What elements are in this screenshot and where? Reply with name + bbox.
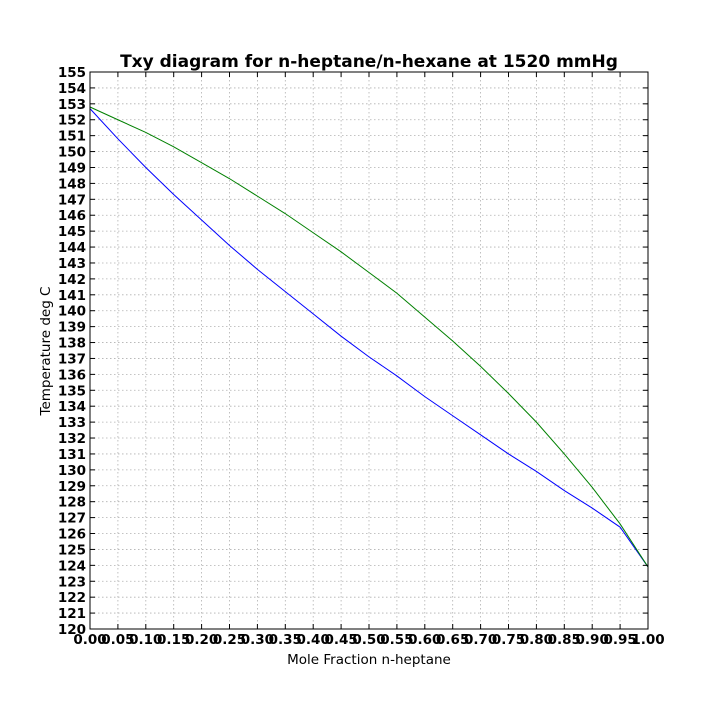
x-tick-label: 0.95 [603,632,636,648]
y-tick-label: 148 [58,176,86,192]
x-tick-label: 1.00 [631,632,664,648]
y-tick-label: 128 [58,495,86,511]
x-tick-label: 0.05 [101,632,134,648]
y-tick-label: 142 [58,272,86,288]
y-tick-label: 120 [58,622,86,638]
x-tick-label: 0.35 [269,632,302,648]
y-tick-label: 131 [58,447,86,463]
x-tick-label: 0.85 [548,632,581,648]
x-axis-label: Mole Fraction n-heptane [287,652,451,668]
x-tick-label: 0.50 [352,632,385,648]
x-tick-label: 0.75 [492,632,525,648]
y-tick-label: 122 [58,590,86,606]
y-axis-label: Temperature deg C [38,287,54,417]
y-tick-label: 147 [58,192,86,208]
y-tick-label: 149 [58,160,86,176]
y-tick-label: 127 [58,511,86,527]
y-tick-label: 143 [58,256,86,272]
x-tick-label: 0.00 [73,632,106,648]
x-tick-label: 0.25 [213,632,246,648]
series-liquid-line [89,108,649,568]
y-tick-label: 133 [58,415,86,431]
y-axis: 1201211221231241251261271281291301311321… [58,65,648,638]
y-tick-label: 125 [58,542,86,558]
y-tick-label: 138 [58,336,86,352]
x-tick-label: 0.15 [157,632,190,648]
series-vapor-line [89,106,649,568]
series-group [89,106,649,568]
x-tick-label: 0.80 [520,632,553,648]
x-tick-label: 0.40 [297,632,330,648]
y-tick-label: 129 [58,479,86,495]
x-tick-label: 0.55 [380,632,413,648]
y-tick-label: 121 [58,606,86,622]
y-tick-label: 144 [58,240,86,256]
chart-title: Txy diagram for n-heptane/n-hexane at 15… [120,52,618,72]
x-tick-label: 0.30 [241,632,274,648]
x-tick-label: 0.20 [185,632,218,648]
y-tick-label: 146 [58,208,86,224]
y-tick-label: 141 [58,288,86,304]
x-tick-label: 0.10 [129,632,162,648]
y-tick-label: 139 [58,320,86,336]
y-tick-label: 123 [58,574,86,590]
y-tick-label: 145 [58,224,86,240]
y-tick-label: 124 [58,558,86,574]
y-tick-label: 137 [58,351,86,367]
y-tick-label: 134 [58,399,86,415]
x-tick-label: 0.60 [408,632,441,648]
y-tick-label: 140 [58,304,86,320]
y-tick-label: 152 [58,113,86,129]
x-tick-label: 0.90 [576,632,609,648]
y-tick-label: 136 [58,367,86,383]
y-tick-label: 151 [58,129,86,145]
y-tick-label: 132 [58,431,86,447]
x-tick-label: 0.65 [436,632,469,648]
y-tick-label: 155 [58,65,86,81]
y-tick-label: 135 [58,383,86,399]
y-tick-label: 130 [58,463,86,479]
y-tick-label: 154 [58,81,86,97]
x-tick-label: 0.70 [464,632,497,648]
x-tick-label: 0.45 [324,632,357,648]
y-tick-label: 126 [58,527,86,543]
y-tick-label: 150 [58,145,86,161]
x-axis: 0.000.050.100.150.200.250.300.350.400.45… [73,72,665,648]
y-tick-label: 153 [58,97,86,113]
